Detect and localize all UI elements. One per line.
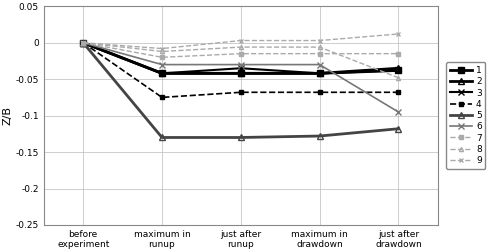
Legend: 1, 2, 3, 4, 5, 6, 7, 8, 9: 1, 2, 3, 4, 5, 6, 7, 8, 9 xyxy=(446,62,486,169)
Y-axis label: Z/B: Z/B xyxy=(3,106,13,125)
